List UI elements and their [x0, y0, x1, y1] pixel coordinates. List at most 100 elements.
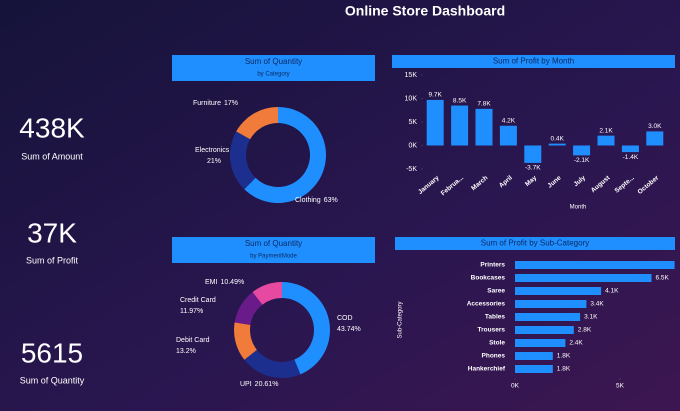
bar [515, 313, 581, 321]
donut-slice [230, 131, 256, 190]
donut-slice [236, 107, 278, 140]
y-tick-label: 5K [408, 119, 417, 126]
x-tick-label: 0K [511, 383, 520, 390]
slice-label: Clothing 63% [295, 197, 338, 204]
donut-slice [244, 349, 301, 378]
value-label: 1.8K [557, 366, 571, 373]
panel-header [172, 55, 375, 81]
y-tick-label: 10K [405, 95, 418, 102]
bar [515, 287, 602, 295]
value-label: -2.1K [574, 157, 590, 164]
bar [573, 145, 591, 156]
bar [515, 261, 675, 269]
slice-category: Debit Card [176, 337, 210, 344]
x-axis-label: Month [570, 205, 587, 211]
panel-title: Sum of Profit by Sub-Category [481, 239, 590, 248]
value-label: -3.7K [525, 165, 541, 172]
panel-title: Sum of Quantity [245, 57, 302, 66]
bar [597, 135, 615, 146]
kpi-value: 5615 [21, 337, 83, 368]
slice-value: 43.74% [337, 326, 361, 333]
y-tick-label: Trousers [478, 327, 506, 334]
donut-slice [282, 282, 331, 375]
bar [515, 339, 566, 347]
bar [515, 326, 574, 334]
slice-label: EMI 10.49% [205, 279, 244, 286]
y-tick-label: Printers [480, 262, 505, 269]
kpi-value: 37K [27, 217, 77, 248]
bar [515, 300, 587, 308]
donut-slice [252, 282, 282, 305]
y-axis-label: Sub-Category [398, 301, 404, 338]
slice-value: 17% [224, 100, 238, 107]
value-label: 3.1K [584, 314, 598, 321]
y-tick-label: 15K [405, 72, 418, 79]
slice-value: 13.2% [176, 348, 196, 355]
y-tick-label: Stole [489, 340, 505, 347]
bar [515, 274, 652, 282]
value-label: 6.5K [656, 275, 670, 282]
value-label: 4.1K [605, 288, 619, 295]
value-label: 2.1K [599, 127, 613, 134]
donut-slice [234, 322, 257, 360]
bar [499, 125, 517, 146]
value-label: 3.0K [648, 123, 662, 130]
y-tick-label: 0K [408, 142, 417, 149]
bar [515, 352, 553, 360]
x-tick-label: 5K [616, 383, 625, 390]
bar [515, 365, 553, 373]
slice-category: Furniture [193, 100, 221, 107]
slice-value: 11.97% [180, 308, 203, 315]
slice-value: 21% [207, 158, 221, 165]
bar [475, 108, 493, 146]
bar [451, 105, 469, 146]
donut-slice [234, 292, 263, 325]
y-tick-label: Tables [485, 314, 505, 321]
slice-category: COD [337, 315, 353, 322]
kpi-value: 438K [19, 112, 85, 143]
slice-value: 63% [324, 197, 338, 204]
panel-header [395, 237, 675, 250]
slice-category: Electronics [195, 147, 230, 154]
slice-category: Clothing [295, 197, 321, 204]
bar [524, 145, 542, 163]
value-label: 8.5K [453, 97, 467, 104]
bar [426, 99, 444, 146]
bar [548, 143, 566, 146]
donut-slice [244, 107, 327, 203]
y-tick-label: Phones [482, 353, 506, 360]
bar [621, 145, 639, 153]
panel-subtitle: by PaymentMode [250, 254, 297, 260]
panel-header [172, 237, 375, 263]
slice-value: 20.61% [255, 381, 279, 388]
y-tick-label: Bookcases [471, 275, 506, 282]
kpi-label: Sum of Amount [21, 151, 83, 161]
bar [646, 131, 664, 146]
slice-label: Furniture 17% [193, 100, 238, 107]
value-label: 0.4K [551, 135, 565, 142]
value-label: 2.8K [578, 327, 592, 334]
slice-category: UPI [240, 381, 252, 388]
dashboard-title: Online Store Dashboard [345, 3, 505, 19]
panel-subtitle: by Category [257, 72, 289, 78]
y-tick-label: Saree [487, 288, 505, 295]
value-label: 1.8K [557, 353, 571, 360]
value-label: 4.2K [502, 117, 516, 124]
slice-value: 10.49% [220, 279, 244, 286]
kpi-label: Sum of Quantity [20, 375, 85, 385]
y-tick-label: Hankerchief [468, 366, 506, 373]
value-label: 2.4K [569, 340, 583, 347]
slice-category: Credit Card [180, 297, 216, 304]
panel-header [392, 55, 675, 68]
value-label: 7.8K [477, 101, 491, 108]
y-tick-label: Accessories [467, 301, 506, 308]
slice-label: UPI 20.61% [240, 381, 278, 388]
y-tick-label: -5K [406, 166, 417, 173]
value-label: 3.4K [590, 301, 604, 308]
panel-title: Sum of Profit by Month [493, 57, 574, 66]
value-label: 9.7K [429, 92, 443, 99]
panel-title: Sum of Quantity [245, 239, 302, 248]
slice-category: EMI [205, 279, 218, 286]
kpi-label: Sum of Profit [26, 255, 79, 265]
